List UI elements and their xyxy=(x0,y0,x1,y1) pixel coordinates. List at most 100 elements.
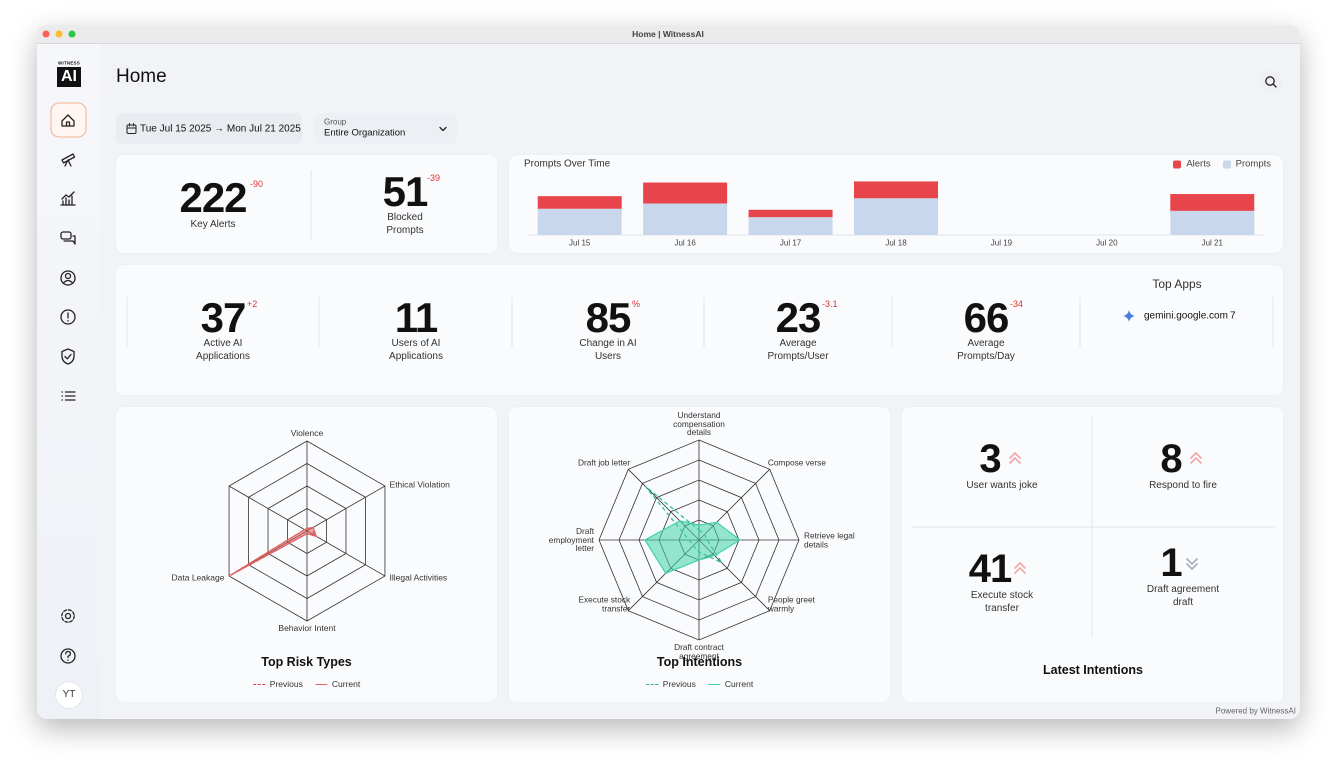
page-title: Home xyxy=(116,66,167,87)
radar-label: Ethical Violation xyxy=(389,479,450,490)
legend-item[interactable]: Current xyxy=(707,679,753,689)
chart-title: Top Risk Types xyxy=(261,655,352,669)
metric-delta: -34 xyxy=(1010,299,1024,309)
radar-label: Illegal Activities xyxy=(389,572,448,583)
legend-label: Alerts xyxy=(1186,158,1211,170)
group-label: Group xyxy=(324,117,347,127)
intention-count: 41 xyxy=(968,547,1012,591)
legend-swatch xyxy=(707,683,720,685)
chart-title: Top Intentions xyxy=(656,655,743,669)
logo-small: WITNESS xyxy=(58,60,80,66)
trend-chevron xyxy=(1186,558,1198,571)
close-button[interactable] xyxy=(42,30,50,38)
date-filter[interactable] xyxy=(116,113,302,144)
logo-main: AI xyxy=(61,68,77,85)
metric-label: Average Prompts/Day xyxy=(957,338,1015,362)
radar-label: Draft job letter xyxy=(578,457,631,468)
kpi-label: Key Alerts xyxy=(190,219,236,230)
minimize-button[interactable] xyxy=(55,30,63,38)
x-tick-label: Jul 18 xyxy=(885,238,907,248)
search-button[interactable] xyxy=(1259,70,1283,94)
radar-series xyxy=(228,526,318,577)
metric-value: 85 xyxy=(585,294,632,341)
radar-label: Draft employment letter xyxy=(548,525,594,554)
nav-conversations[interactable] xyxy=(60,231,76,245)
trend-chevron xyxy=(1009,451,1021,464)
bar-segment xyxy=(854,181,938,199)
x-tick-label: Jul 16 xyxy=(674,238,696,248)
metric-value: 66 xyxy=(963,294,1010,341)
intention-count: 1 xyxy=(1160,541,1182,585)
trend-icon xyxy=(1186,558,1198,571)
trend-icon xyxy=(1009,451,1021,464)
nav-list[interactable] xyxy=(61,391,76,401)
trend-icon xyxy=(1014,561,1026,574)
radar-label: People greet warmly xyxy=(767,594,815,614)
legend-item[interactable]: Prompts xyxy=(1222,158,1271,170)
intention-count: 8 xyxy=(1160,437,1182,481)
legend-label: Previous xyxy=(662,679,696,689)
kpi-value: 222 xyxy=(179,174,247,221)
legend-item[interactable]: Alerts xyxy=(1173,158,1211,170)
trend-chevron xyxy=(1014,561,1026,574)
group-filter[interactable] xyxy=(315,113,457,144)
nav-analytics[interactable] xyxy=(60,191,76,206)
radar-series xyxy=(644,520,742,574)
trend-chevron xyxy=(1190,451,1202,464)
risk-card xyxy=(116,407,497,702)
trend-icon xyxy=(1190,451,1202,464)
nav-alerts[interactable] xyxy=(60,309,76,325)
spoke xyxy=(306,530,386,577)
nav-home[interactable] xyxy=(61,114,75,127)
kpi-label: Blocked Prompts xyxy=(386,212,424,236)
legend-label: Current xyxy=(331,679,361,689)
spoke xyxy=(228,485,308,532)
bar-segment xyxy=(643,203,728,235)
intention-label: Execute stock transfer xyxy=(970,590,1034,614)
legend-item[interactable]: Previous xyxy=(252,679,303,689)
radar-label: Execute stock transfer xyxy=(578,594,631,614)
app-name: gemini.google.com xyxy=(1144,310,1228,322)
date-range[interactable]: Tue Jul 15 2025 → Mon Jul 21 2025 xyxy=(140,123,301,135)
nav-settings[interactable] xyxy=(61,609,75,623)
legend-item[interactable]: Previous xyxy=(645,679,696,689)
bar-segment xyxy=(1170,210,1255,235)
x-tick-label: Jul 20 xyxy=(1096,238,1118,248)
title-bar xyxy=(37,25,1300,44)
x-tick-label: Jul 17 xyxy=(779,238,802,248)
app-count: 7 xyxy=(1230,310,1236,322)
radar-label: Violence xyxy=(290,428,324,439)
legend: Previous Current xyxy=(645,679,753,689)
bar-segment xyxy=(1170,194,1255,211)
legend-label: Prompts xyxy=(1235,158,1271,170)
radar-label: Draft contract agreement xyxy=(674,642,724,661)
nav-active xyxy=(50,102,87,138)
nav-help[interactable] xyxy=(60,648,76,664)
nav-policies[interactable] xyxy=(61,348,75,365)
avatar[interactable]: YT xyxy=(56,682,82,708)
legend-swatch xyxy=(645,683,658,685)
kpi-delta: -90 xyxy=(250,179,264,189)
nav-users[interactable] xyxy=(60,270,76,286)
bar-segment xyxy=(537,196,622,209)
metrics-card xyxy=(116,265,1283,395)
bar-segment xyxy=(537,208,622,235)
group-chevron[interactable] xyxy=(439,126,447,132)
zoom-button[interactable] xyxy=(68,30,76,38)
metric-value: 23 xyxy=(775,294,822,341)
group-value[interactable]: Entire Organization xyxy=(324,127,406,139)
app-icon xyxy=(1123,310,1135,322)
window-title: Home | WitnessAI xyxy=(632,29,704,39)
intention-label: Respond to fire xyxy=(1149,480,1217,491)
nav-explore[interactable] xyxy=(61,153,76,167)
radar-label: Understand compensation details xyxy=(673,409,725,438)
legend-item[interactable]: Current xyxy=(314,679,361,689)
section-title: Latest Intentions xyxy=(1042,663,1144,677)
metric-value: 11 xyxy=(394,294,438,341)
radar-label: Behavior Intent xyxy=(278,623,336,633)
legend: Previous Current xyxy=(252,679,361,689)
x-tick-label: Jul 15 xyxy=(569,238,591,248)
metric-delta: -3.1 xyxy=(822,299,838,309)
radar-label: Retrieve legal details xyxy=(804,530,855,549)
